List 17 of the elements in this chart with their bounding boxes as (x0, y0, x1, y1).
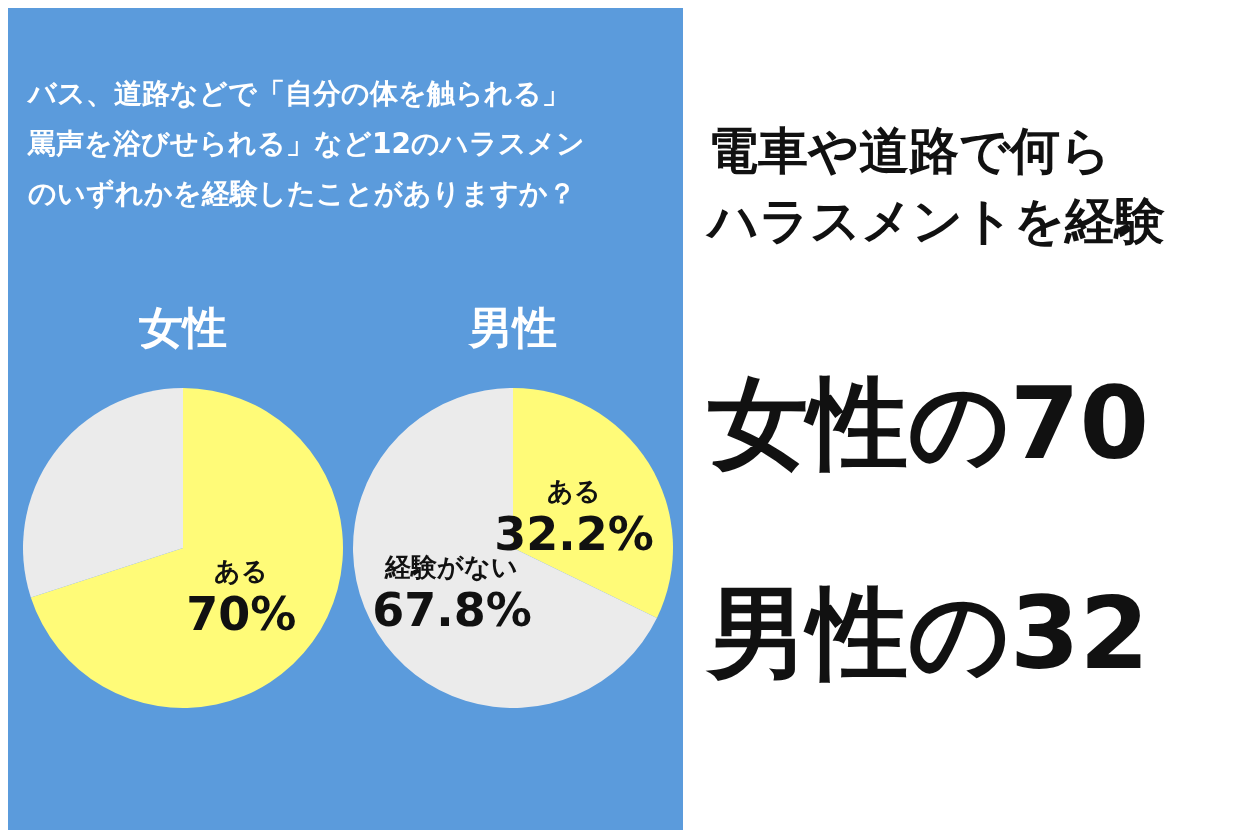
slice-label: ある (547, 475, 602, 506)
text: 男性の32 (705, 575, 1150, 692)
text: 罵声を浴びせられる」など12のハラスメン (27, 127, 585, 160)
text: ハラスメントを経験 (705, 192, 1165, 250)
data-label: 67.8% (372, 583, 532, 638)
text: のいずれかを経験したことがありますか？ (28, 177, 576, 210)
text: バス、道路などで「自分の体を触られる」 (26, 77, 570, 110)
pie-slice (30, 388, 343, 708)
chart-title: 男性 (467, 302, 557, 353)
pie-slice (353, 388, 657, 708)
chart-title: 女性 (139, 302, 227, 353)
data-label: 70% (186, 587, 297, 642)
slice-label: ある (214, 556, 269, 587)
text: 電車や道路で何ら (708, 122, 1111, 180)
text: 女性の70 (708, 365, 1150, 482)
pie-slice (23, 388, 183, 598)
slice-label: 経験がない (384, 552, 519, 583)
